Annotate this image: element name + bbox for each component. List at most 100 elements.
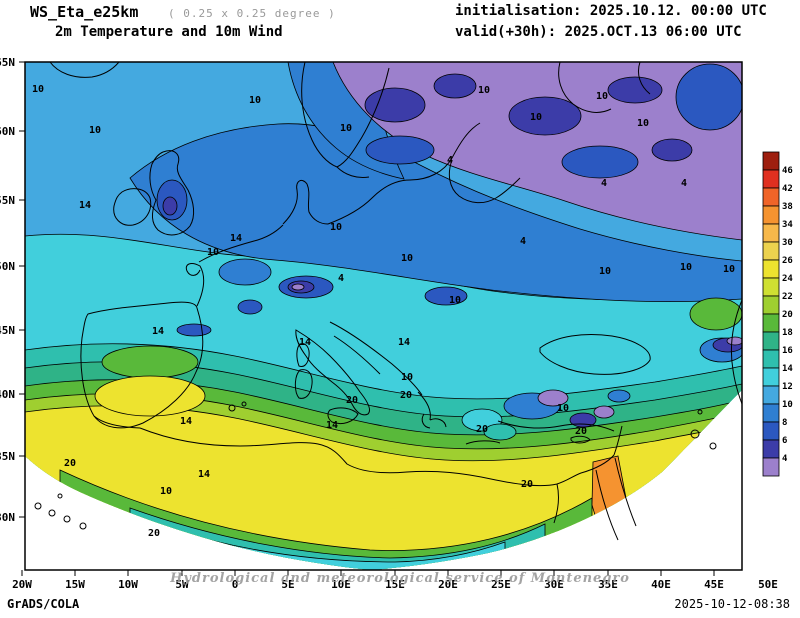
temp-region (162, 196, 178, 216)
map-frame (24, 61, 743, 571)
coastline (570, 435, 591, 444)
colorbar-segment (762, 367, 780, 387)
contour-label: 10 (530, 112, 542, 123)
contour-label: 10 (478, 85, 490, 96)
contour-label: 10 (723, 264, 735, 275)
coastline (295, 329, 371, 416)
contour-label: 20 (148, 528, 160, 539)
grads-credit: GrADS/COLA (7, 597, 80, 611)
contour-label: 10 (449, 295, 461, 306)
contour-label: 20 (521, 479, 533, 490)
grid-resolution: ( 0.25 x 0.25 degree ) (168, 7, 336, 20)
colorbar-label: 34 (782, 220, 793, 230)
coastline (327, 407, 359, 425)
coastlines (34, 62, 742, 541)
plot-subtitle: 2m Temperature and 10m Wind (55, 24, 283, 40)
temp-region (675, 63, 742, 131)
island-outline (228, 404, 236, 412)
temp-region (726, 336, 742, 346)
contour-label: 10 (89, 125, 101, 136)
creation-timestamp: 2025-10-12-08:38 (674, 597, 790, 611)
contour-label: 10 (330, 222, 342, 233)
colorbar-segment (762, 259, 780, 279)
coastline (49, 62, 120, 78)
lon-label: 15E (385, 578, 405, 591)
coastline (80, 301, 204, 429)
colorbar-segment (762, 187, 780, 207)
lon-label: 50E (758, 578, 778, 591)
lat-label: 55N (0, 194, 15, 207)
lon-label: 40E (651, 578, 671, 591)
contour-label: 4 (681, 178, 687, 189)
lon-label: 5W (175, 578, 189, 591)
temp-region (94, 375, 206, 417)
contour-label: 10 (249, 95, 261, 106)
contour-label: 10 (32, 84, 44, 95)
colorbar-label: 12 (782, 382, 793, 392)
contour-label: 10 (401, 253, 413, 264)
valid-time: valid(+30h): 2025.OCT.13 06:00 UTC (455, 24, 742, 40)
colorbar-segment (762, 385, 780, 405)
lon-label: 20E (438, 578, 458, 591)
island-outline (709, 442, 717, 450)
colorbar-label: 14 (782, 364, 793, 374)
colorbar-segment (762, 295, 780, 315)
temp-region (607, 76, 663, 104)
contour-label: 20 (575, 426, 587, 437)
coastline (113, 188, 152, 226)
contour-label: 10 (557, 403, 569, 414)
lon-label: 10W (118, 578, 138, 591)
colorbar-segment (762, 223, 780, 243)
contour-label: 10 (680, 262, 692, 273)
temp-region (218, 258, 272, 286)
colorbar: 46 42 38 34 30 26 24 22 20 18 16 14 12 10 8 6 4 (762, 151, 793, 477)
contour-label: 14 (152, 326, 164, 337)
lon-label: 0 (232, 578, 239, 591)
lon-label: 10E (331, 578, 351, 591)
coastline (730, 299, 742, 405)
contour-label: 4 (338, 273, 344, 284)
contour-label: 20 (346, 395, 358, 406)
contour-label: 20 (400, 390, 412, 401)
coastline (301, 62, 390, 178)
island-outline (63, 515, 71, 523)
colorbar-label: 30 (782, 238, 793, 248)
lon-label: 25E (491, 578, 511, 591)
coastline (595, 457, 637, 541)
contour-label: 10 (599, 266, 611, 277)
lat-label: 50N (0, 260, 15, 273)
lon-label: 5E (281, 578, 294, 591)
temperature-field (25, 62, 742, 570)
island-outline (241, 401, 247, 407)
temp-band (129, 123, 742, 303)
coastline (329, 321, 423, 396)
island-outline (697, 409, 703, 415)
colorbar-label: 18 (782, 328, 793, 338)
temp-region (593, 405, 615, 419)
coastline (93, 415, 141, 429)
lat-label: 35N (0, 450, 15, 463)
lon-label: 15W (65, 578, 85, 591)
temp-region (537, 389, 569, 407)
colorbar-segment (762, 151, 780, 171)
lat-label: 60N (0, 125, 15, 138)
lat-label: 40N (0, 388, 15, 401)
coastline (327, 122, 521, 225)
contour-label: 14 (198, 469, 210, 480)
temp-region (176, 323, 212, 337)
coastline (539, 334, 651, 375)
colorbar-label: 20 (782, 310, 793, 320)
colorbar-segment (762, 439, 780, 459)
colorbar-label: 8 (782, 418, 787, 428)
lon-label: 45E (704, 578, 724, 591)
contour-label: 14 (299, 337, 311, 348)
lat-label: 65N (0, 56, 15, 69)
island-outline (690, 429, 700, 439)
island-outline (34, 502, 42, 510)
colorbar-label: 38 (782, 202, 793, 212)
contour-label: 10 (340, 123, 352, 134)
colorbar-segment (762, 421, 780, 441)
coastline (139, 427, 615, 487)
